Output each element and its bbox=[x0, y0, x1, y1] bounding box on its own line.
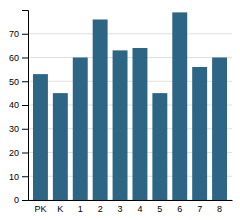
y-axis: 0 10 20 30 40 50 60 70 bbox=[9, 11, 29, 206]
bar bbox=[152, 93, 167, 200]
tick-label: PK bbox=[34, 204, 46, 214]
tick: PK bbox=[34, 204, 46, 214]
tick-label: 20 bbox=[9, 148, 19, 158]
tick: K bbox=[57, 204, 63, 214]
tick-label: 5 bbox=[157, 204, 162, 214]
tick: 50 bbox=[9, 77, 28, 87]
bar bbox=[172, 12, 187, 200]
x-axis: PK K 1 2 3 4 5 6 7 8 bbox=[29, 201, 233, 215]
tick-label: 10 bbox=[9, 172, 19, 182]
tick-label: 50 bbox=[9, 77, 19, 87]
tick-mark bbox=[22, 153, 28, 154]
tick: 1 bbox=[78, 204, 83, 214]
tick: 6 bbox=[177, 204, 182, 214]
tick-label: 1 bbox=[78, 204, 83, 214]
bar bbox=[33, 74, 48, 200]
grid bbox=[28, 34, 232, 200]
tick: 7 bbox=[197, 204, 202, 214]
tick-mark bbox=[22, 81, 28, 82]
tick: 3 bbox=[118, 204, 123, 214]
axis-line bbox=[29, 200, 233, 201]
tick: 60 bbox=[9, 53, 28, 63]
tick-label: 60 bbox=[9, 53, 19, 63]
bar bbox=[192, 67, 207, 200]
tick-label: 0 bbox=[14, 195, 19, 205]
tick-label: 6 bbox=[177, 204, 182, 214]
tick-label: 7 bbox=[197, 204, 202, 214]
grid-line bbox=[28, 33, 232, 34]
tick: 40 bbox=[9, 100, 28, 110]
bar bbox=[73, 58, 88, 201]
tick: 4 bbox=[137, 204, 142, 214]
tick-mark bbox=[22, 58, 28, 59]
tick-label: 3 bbox=[118, 204, 123, 214]
tick-label: 30 bbox=[9, 124, 19, 134]
tick-mark bbox=[22, 200, 28, 201]
bar bbox=[93, 20, 108, 201]
tick-mark bbox=[22, 34, 28, 35]
tick: 30 bbox=[9, 124, 28, 134]
tick-label: K bbox=[57, 204, 63, 214]
tick-label: 70 bbox=[9, 29, 19, 39]
tick: 70 bbox=[9, 29, 28, 39]
tick-mark bbox=[22, 129, 28, 130]
tick: 2 bbox=[98, 204, 103, 214]
tick: 10 bbox=[9, 172, 28, 182]
tick: 5 bbox=[157, 204, 162, 214]
tick-mark bbox=[22, 105, 28, 106]
tick-mark bbox=[22, 176, 28, 177]
tick: 20 bbox=[9, 148, 28, 158]
grid-line bbox=[28, 57, 232, 58]
tick-label: 4 bbox=[137, 204, 142, 214]
tick-label: 2 bbox=[98, 204, 103, 214]
bar bbox=[132, 48, 147, 200]
tick: 0 bbox=[14, 195, 28, 205]
bar bbox=[53, 93, 68, 200]
chart: 0 10 20 30 40 50 60 70 PK K 1 2 3 4 5 6 7 8 bbox=[0, 0, 240, 220]
axis-line bbox=[22, 11, 29, 201]
tick: 8 bbox=[217, 204, 222, 214]
bars bbox=[33, 12, 227, 200]
tick-label: 8 bbox=[217, 204, 222, 214]
tick-label: 40 bbox=[9, 100, 19, 110]
bar bbox=[113, 50, 128, 200]
bar bbox=[212, 58, 227, 201]
plot: 0 10 20 30 40 50 60 70 PK K 1 2 3 4 5 6 7 8 bbox=[9, 11, 233, 215]
